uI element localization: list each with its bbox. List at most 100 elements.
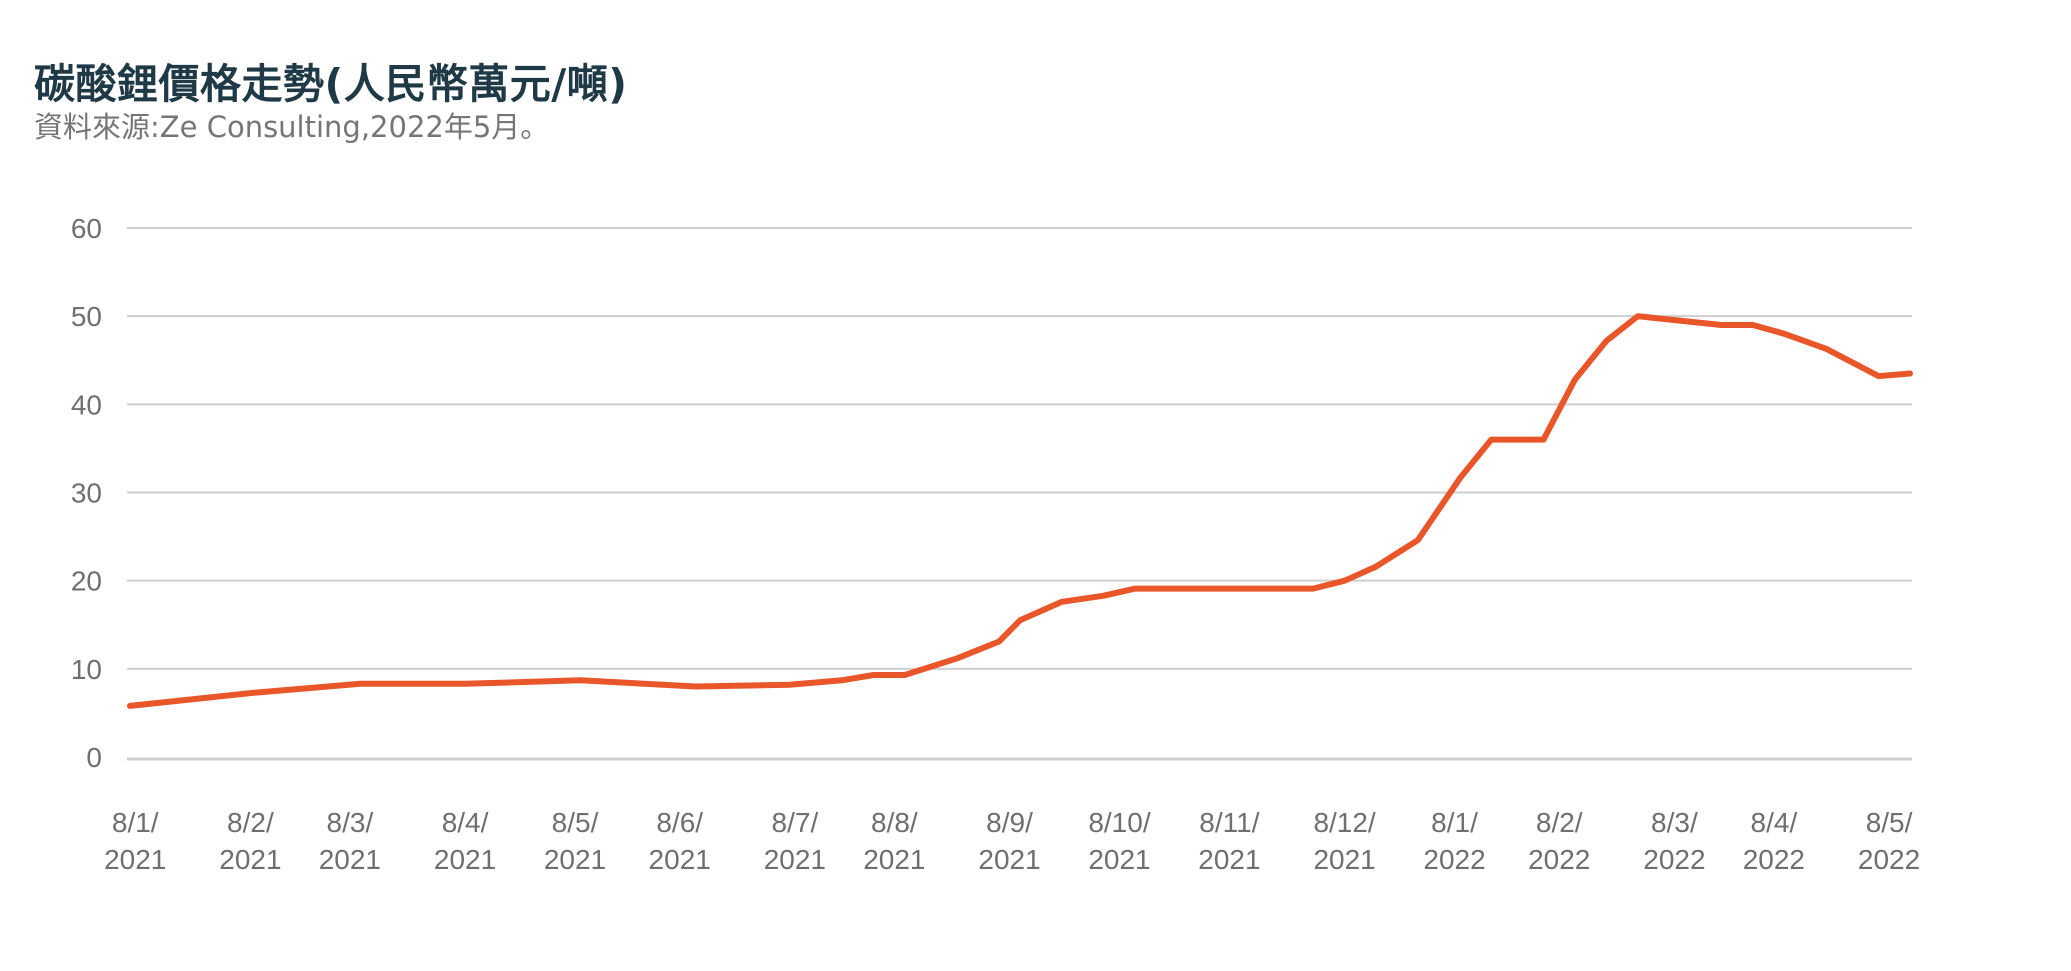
x-tick-label-year: 2021 (978, 844, 1040, 875)
x-tick-label: 8/5/2022 (1858, 807, 1920, 875)
series-layer (127, 313, 1913, 709)
data-point (870, 672, 876, 678)
y-tick-label: 30 (71, 478, 102, 509)
x-tick-label: 8/8/2021 (863, 807, 925, 875)
x-tick-label: 8/9/2021 (978, 807, 1040, 875)
x-tick-label: 8/5/2021 (544, 807, 606, 875)
x-tick-label-date: 8/1/ (1431, 807, 1478, 838)
data-point (357, 681, 363, 687)
data-point (577, 677, 583, 683)
data-point (1541, 437, 1547, 443)
x-tick-label-date: 8/5/ (1866, 807, 1913, 838)
data-point (1876, 373, 1882, 379)
data-point (1572, 377, 1578, 383)
x-tick-label: 8/6/2021 (649, 807, 711, 875)
chart-subtitle: 資料來源:Ze Consulting,2022年5月。 (34, 110, 550, 144)
y-tick-label: 40 (71, 389, 102, 420)
x-tick-label-date: 8/4/ (442, 807, 489, 838)
x-tick-label-date: 8/3/ (1651, 807, 1698, 838)
x-tick-label-year: 2021 (764, 844, 826, 875)
x-tick-label: 8/11/2021 (1198, 807, 1260, 875)
x-tick-label-year: 2021 (649, 844, 711, 875)
data-point (127, 703, 133, 709)
chart-title: 碳酸鋰價格走勢(人民幣萬元/噸) (34, 60, 628, 108)
x-tick-label-year: 2021 (219, 844, 281, 875)
x-tick-label-date: 8/10/ (1088, 807, 1150, 838)
y-tick-label: 50 (71, 301, 102, 332)
x-tick-label-year: 2022 (1858, 844, 1920, 875)
x-tick-label: 8/2/2022 (1528, 807, 1590, 875)
data-point (1677, 318, 1683, 324)
x-tick-label-year: 2022 (1528, 844, 1590, 875)
x-tick-label-year: 2021 (434, 844, 496, 875)
x-tick-label-date: 8/5/ (552, 807, 599, 838)
x-tick-label-date: 8/12/ (1313, 807, 1375, 838)
data-point (839, 677, 845, 683)
x-tick-label-year: 2021 (1313, 844, 1375, 875)
x-tick-label-date: 8/9/ (986, 807, 1033, 838)
data-point (462, 681, 468, 687)
data-point (1185, 586, 1191, 592)
y-tick-label: 10 (71, 654, 102, 685)
data-point (1823, 346, 1829, 352)
data-point (1488, 437, 1494, 443)
x-axis: 8/1/20218/2/20218/3/20218/4/20218/5/2021… (104, 807, 1920, 875)
data-point (1059, 599, 1065, 605)
x-tick-label-date: 8/6/ (656, 807, 703, 838)
x-tick-label-date: 8/2/ (1536, 807, 1583, 838)
y-axis: 0 10 20 30 40 50 60 (71, 213, 102, 773)
x-tick-label: 8/4/2021 (434, 807, 496, 875)
x-tick-label: 8/2/2021 (219, 807, 281, 875)
data-point (1457, 475, 1463, 481)
x-tick-label-date: 8/3/ (327, 807, 374, 838)
x-tick-label-date: 8/11/ (1199, 807, 1259, 838)
data-point (996, 639, 1002, 645)
x-tick-label-date: 8/8/ (871, 807, 918, 838)
x-tick-label-year: 2021 (319, 844, 381, 875)
data-point (1310, 586, 1316, 592)
x-tick-label-year: 2022 (1423, 844, 1485, 875)
x-tick-label: 8/3/2021 (319, 807, 381, 875)
x-tick-label-date: 8/7/ (772, 807, 819, 838)
x-tick-label: 8/10/2021 (1088, 807, 1151, 875)
x-tick-label-date: 8/1/ (112, 807, 159, 838)
data-point (1373, 564, 1379, 570)
data-point (1603, 338, 1609, 344)
y-tick-label: 0 (86, 742, 102, 773)
data-point (1781, 331, 1787, 337)
y-tick-label: 60 (71, 213, 102, 244)
data-point (1132, 586, 1138, 592)
price-line (127, 313, 1913, 709)
data-point (1719, 322, 1725, 328)
x-tick-label: 8/4/2022 (1743, 807, 1805, 875)
data-point (253, 690, 259, 696)
data-point (1342, 578, 1348, 584)
data-point (1017, 617, 1023, 623)
data-point (787, 682, 793, 688)
data-point (954, 655, 960, 661)
x-tick-label-year: 2021 (863, 844, 925, 875)
y-tick-label: 20 (71, 566, 102, 597)
data-point (902, 672, 908, 678)
x-tick-label-year: 2022 (1643, 844, 1705, 875)
x-tick-label-year: 2021 (1088, 844, 1150, 875)
x-tick-label-year: 2021 (104, 844, 166, 875)
x-tick-label-year: 2022 (1743, 844, 1805, 875)
x-tick-label: 8/3/2022 (1643, 807, 1705, 875)
grid-layer (127, 227, 1912, 761)
x-tick-label-date: 8/4/ (1751, 807, 1798, 838)
data-point (1750, 322, 1756, 328)
x-tick-label-date: 8/2/ (227, 807, 274, 838)
x-tick-label: 8/12/2021 (1313, 807, 1376, 875)
x-tick-label-year: 2021 (1198, 844, 1260, 875)
data-point (1415, 537, 1421, 543)
data-point (692, 684, 698, 690)
x-tick-label: 8/1/2021 (104, 807, 166, 875)
data-point (1237, 586, 1243, 592)
data-point (1907, 371, 1913, 377)
x-tick-label-year: 2021 (544, 844, 606, 875)
x-tick-label: 8/7/2021 (764, 807, 826, 875)
x-tick-label: 8/1/2022 (1423, 807, 1485, 875)
data-point (1101, 593, 1107, 599)
